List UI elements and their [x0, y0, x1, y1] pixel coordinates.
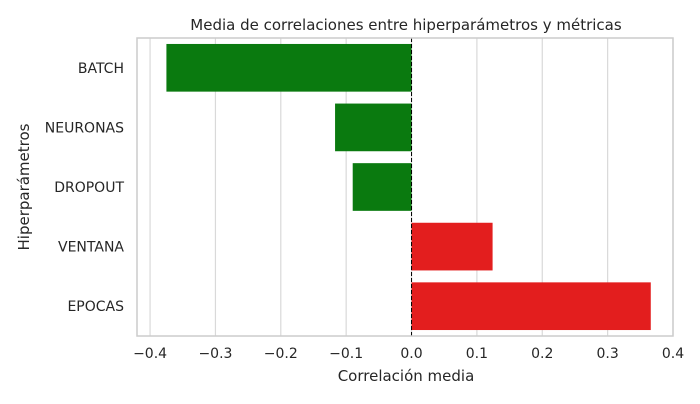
- y-tick-label: DROPOUT: [54, 180, 124, 196]
- x-tick-label: −0.2: [264, 346, 298, 362]
- bars: [166, 43, 651, 331]
- y-tick-label: VENTANA: [58, 240, 124, 256]
- plot-frame: [136, 37, 674, 337]
- y-tick-label: EPOCAS: [67, 299, 124, 315]
- x-tick-label: 0.0: [400, 346, 422, 362]
- y-axis-label: Hiperparámetros: [15, 123, 33, 250]
- x-tick-label: 0.2: [531, 346, 553, 362]
- x-tick-label: −0.3: [198, 346, 232, 362]
- x-tick-label: 0.1: [466, 346, 488, 362]
- x-tick-label: −0.1: [329, 346, 363, 362]
- bar-epocas: [411, 282, 651, 331]
- x-tick-labels: −0.4 −0.3 −0.2 −0.1 0.0 0.1 0.2 0.3 0.4: [133, 346, 684, 362]
- bar-neuronas: [335, 103, 412, 152]
- bar-dropout: [352, 163, 412, 211]
- x-tick-label: 0.3: [597, 346, 619, 362]
- x-tick-label: −0.4: [133, 346, 167, 362]
- y-tick-labels: BATCH NEURONAS DROPOUT VENTANA EPOCAS: [45, 61, 125, 315]
- x-axis-label: Correlación media: [338, 367, 475, 385]
- chart-title: Media de correlaciones entre hiperparáme…: [190, 16, 622, 34]
- y-tick-label: NEURONAS: [45, 120, 124, 136]
- bar-batch: [166, 43, 412, 92]
- x-tick-label: 0.4: [662, 346, 684, 362]
- bar-ventana: [411, 222, 493, 271]
- y-tick-label: BATCH: [78, 61, 124, 77]
